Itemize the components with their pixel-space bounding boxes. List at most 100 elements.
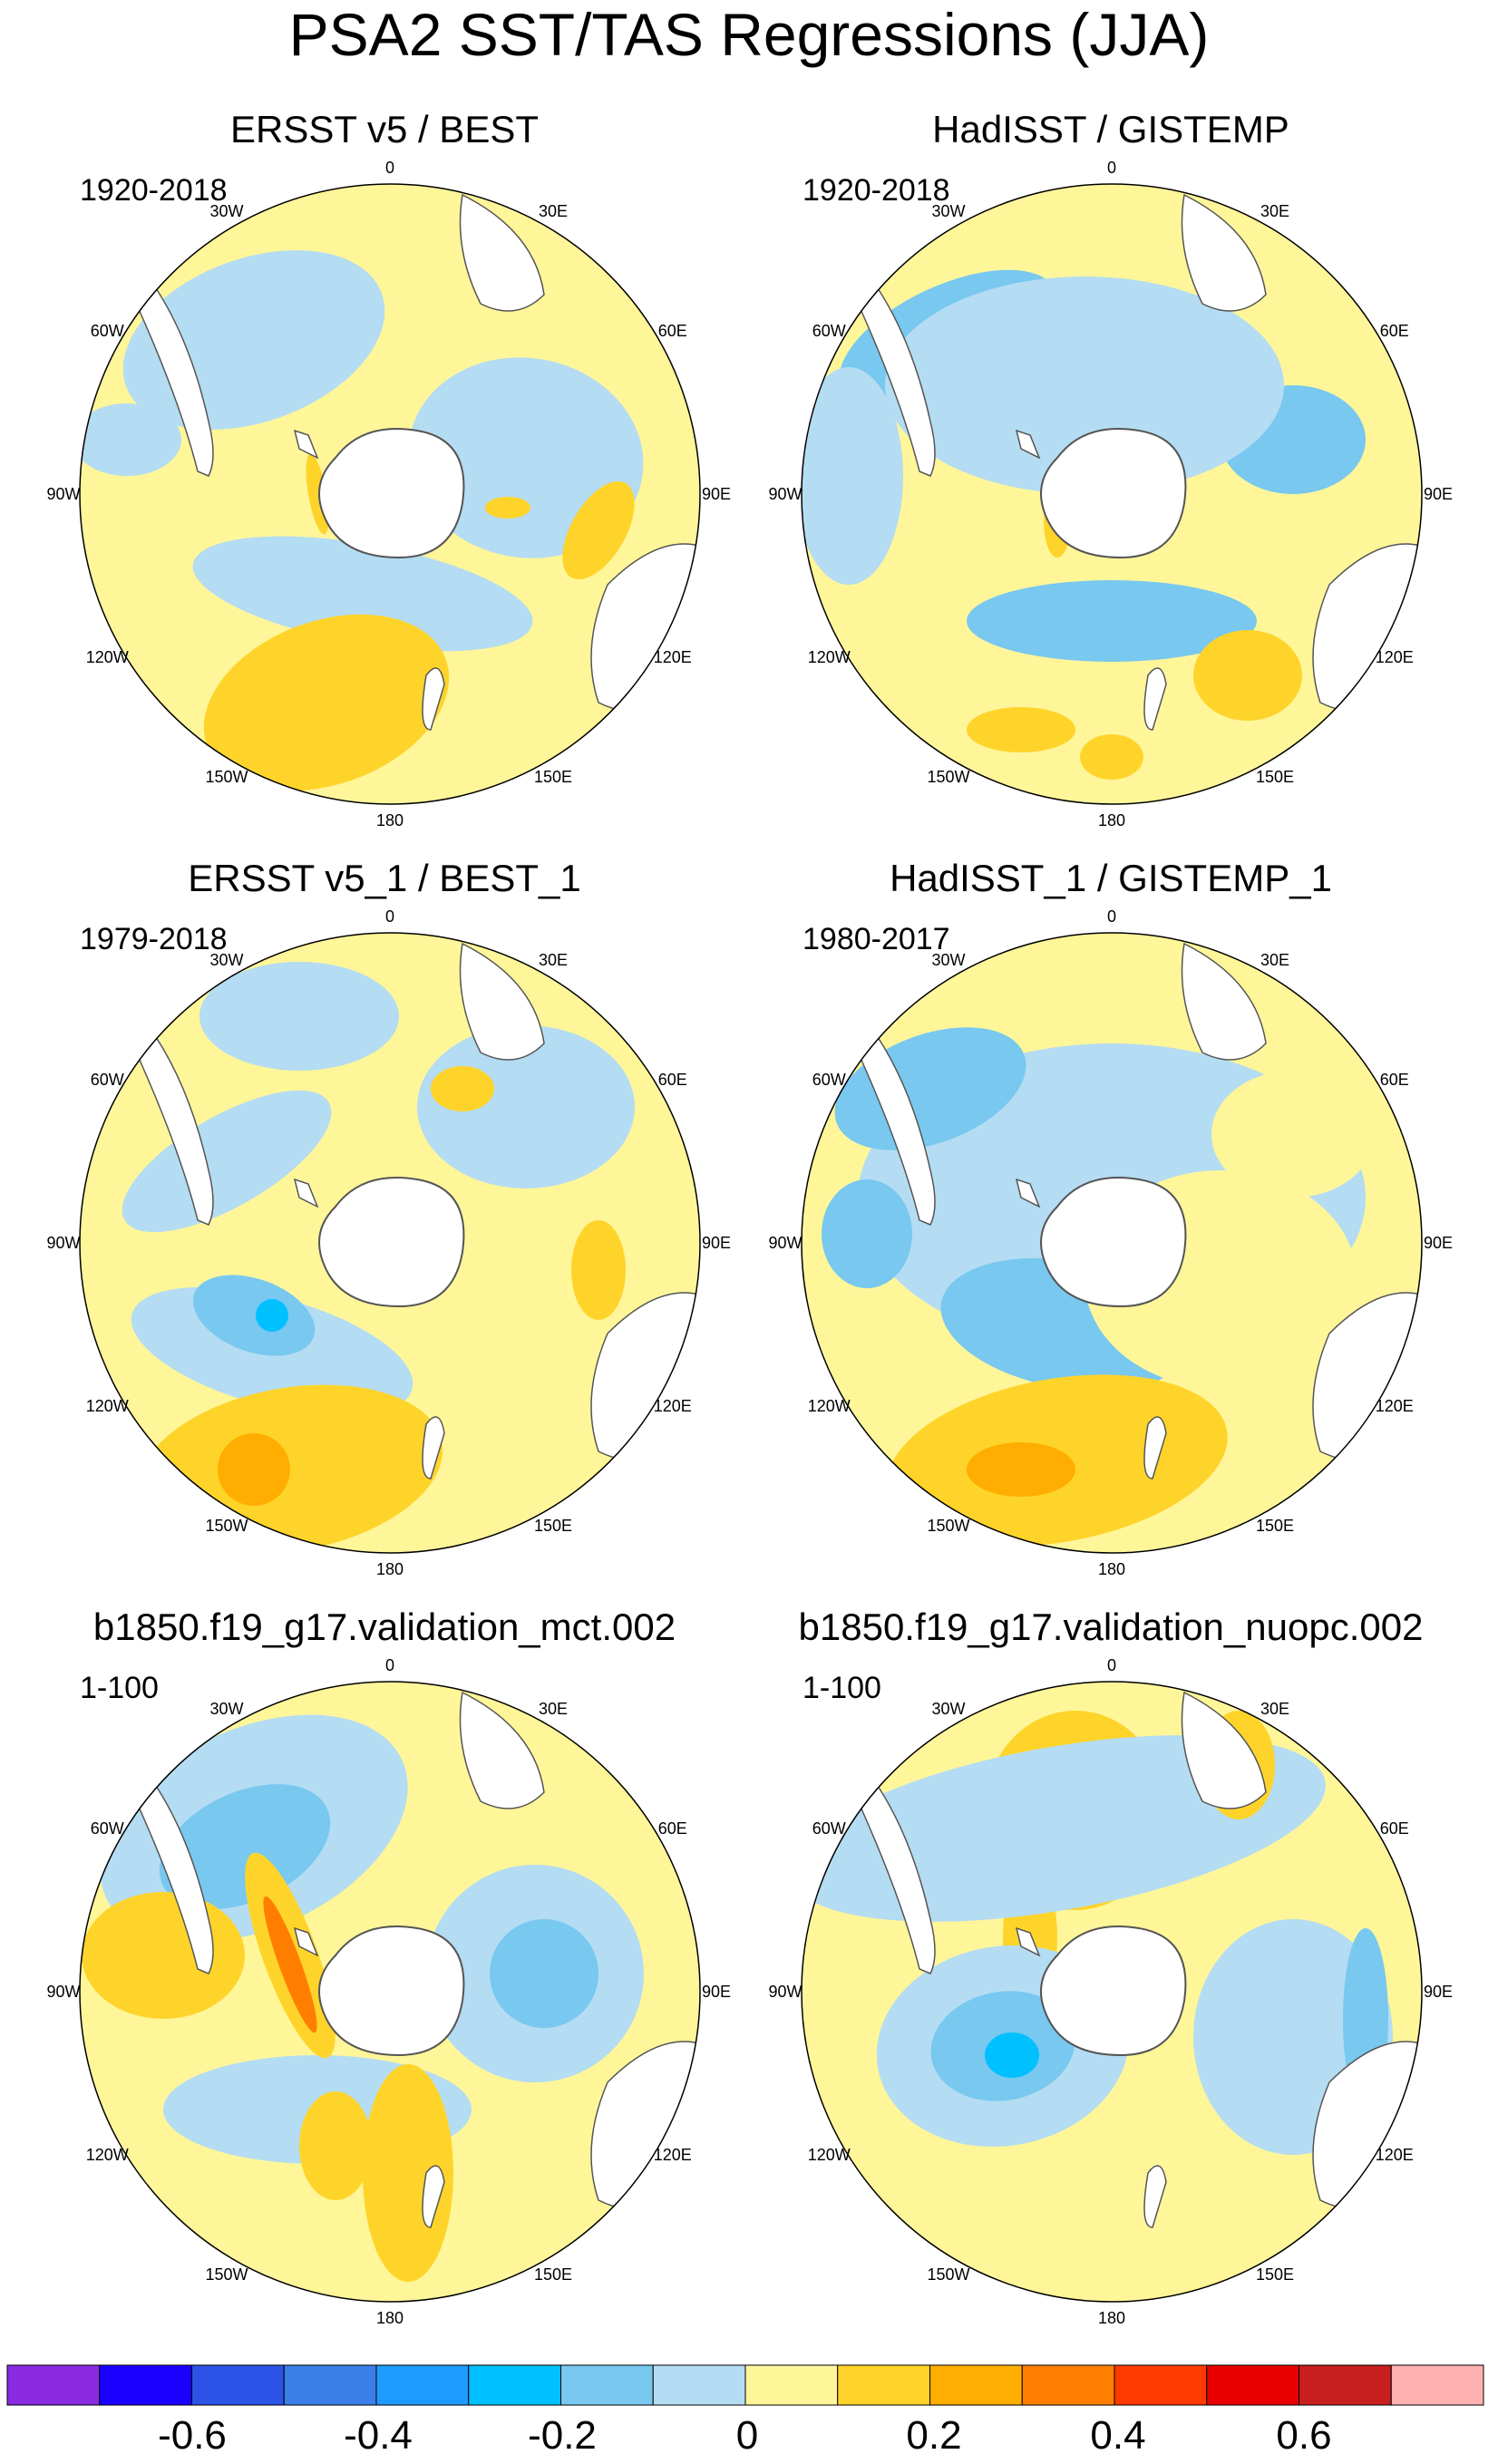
longitude-label: 120E (654, 1397, 692, 1415)
colorbar-swatch (468, 2364, 561, 2406)
longitude-label: 0 (1107, 907, 1116, 926)
sst-anomaly-region (967, 707, 1075, 752)
longitude-label: 150W (205, 2265, 248, 2284)
longitude-label: 30E (1260, 951, 1289, 969)
longitude-label: 90E (702, 1983, 731, 2001)
colorbar-swatch (1021, 2364, 1115, 2406)
longitude-label: 30E (539, 1700, 568, 1718)
longitude-label: 120W (808, 1397, 851, 1415)
longitude-label: 120E (1376, 648, 1414, 666)
colorbar-tick-label: 0.2 (906, 2413, 962, 2458)
panel-title-3: ERSST v5_1 / BEST_1 (188, 857, 581, 899)
longitude-label: 30E (539, 951, 568, 969)
longitude-label: 150W (927, 2265, 969, 2284)
longitude-label: 60E (1380, 1071, 1409, 1089)
antarctic-peninsula (293, 1926, 319, 1957)
longitude-label: 0 (1107, 1656, 1116, 1674)
longitude-label: 90E (1424, 485, 1453, 503)
colorbar-swatch (837, 2364, 930, 2406)
antarctic-peninsula (1015, 1926, 1041, 1957)
polar-map-panel-5: 0 30E 60E 90E 120E 150E 180 150W 120W 90W 60W 30W (46, 1656, 731, 2327)
colorbar-swatch (6, 2364, 101, 2406)
longitude-label: 0 (385, 1656, 394, 1674)
africa (1181, 942, 1267, 1061)
longitude-label: 90E (1424, 1983, 1453, 2001)
sst-anomaly-region (485, 497, 530, 519)
sst-anomaly-region (802, 1735, 1326, 1922)
panel-period-4: 1980-2017 (802, 922, 950, 956)
longitude-label: 90E (702, 485, 731, 503)
colorbar-swatch (560, 2364, 654, 2406)
longitude-label: 180 (1098, 2309, 1125, 2327)
longitude-label: 90W (46, 1234, 80, 1252)
longitude-label: 150W (927, 1517, 969, 1535)
longitude-label: 150E (534, 768, 572, 786)
longitude-label: 120W (86, 648, 129, 666)
longitude-label: 60E (1380, 1819, 1409, 1838)
sst-anomaly-region (263, 1896, 317, 2033)
colorbar-swatch (99, 2364, 192, 2406)
antarctica (1040, 1177, 1187, 1308)
sst-anomaly-region (1193, 630, 1302, 721)
south-america (133, 1781, 214, 1974)
sst-anomaly-region (1211, 1071, 1375, 1198)
antarctica (318, 1926, 465, 2057)
longitude-label: 120W (808, 2146, 851, 2164)
longitude-label: 180 (376, 1560, 404, 1578)
longitude-label: 30W (209, 1700, 243, 1718)
longitude-label: 150E (534, 1517, 572, 1535)
africa (1181, 193, 1267, 312)
longitude-label: 90W (46, 485, 80, 503)
colorbar-swatch (744, 2364, 839, 2406)
new-zealand (422, 667, 445, 731)
sst-anomaly-region (490, 1919, 598, 2028)
colorbar-swatch (1114, 2364, 1208, 2406)
panel-title-2: HadISST / GISTEMP (932, 108, 1289, 150)
panel-period-6: 1-100 (802, 1671, 881, 1705)
longitude-label: 30E (1260, 1700, 1289, 1718)
antarctic-peninsula (1015, 429, 1041, 460)
longitude-label: 90W (768, 1983, 802, 2001)
colorbar-tick-label: -0.2 (528, 2413, 597, 2458)
antarctica (1040, 428, 1187, 559)
sst-anomaly-region (885, 276, 1284, 494)
sst-anomaly-region (967, 1442, 1075, 1497)
colorbar-tick-label: 0 (735, 2413, 759, 2458)
new-zealand (422, 2165, 445, 2228)
south-america (133, 1033, 214, 1226)
colorbar-tick-label: -0.6 (158, 2413, 227, 2458)
sst-anomaly-region (218, 1433, 290, 1506)
colorbar-tick-label: -0.4 (344, 2413, 413, 2458)
panel-title-4: HadISST_1 / GISTEMP_1 (890, 857, 1332, 899)
longitude-label: 90W (46, 1983, 80, 2001)
longitude-label: 150E (1256, 1517, 1294, 1535)
longitude-label: 30W (931, 951, 965, 969)
sst-anomaly-region (802, 367, 903, 585)
longitude-label: 150E (1256, 2265, 1294, 2284)
longitude-label: 30E (539, 202, 568, 220)
longitude-label: 30W (209, 202, 243, 220)
antarctica (1040, 1926, 1187, 2057)
map-border (79, 183, 701, 805)
sst-anomaly-region (199, 962, 399, 1071)
colorbar-swatch (1206, 2364, 1299, 2406)
antarctica (318, 428, 465, 559)
longitude-label: 60W (812, 1071, 846, 1089)
polar-map-panel-3: 0 30E 60E 90E 120E 150E 180 150W 120W 90W 60W 30W (46, 907, 731, 1578)
sst-anomaly-region (192, 536, 533, 652)
longitude-label: 30E (1260, 202, 1289, 220)
new-zealand (422, 1416, 445, 1479)
map-border (801, 183, 1423, 805)
longitude-label: 60W (812, 1819, 846, 1838)
longitude-label: 120W (86, 1397, 129, 1415)
colorbar-swatch (191, 2364, 285, 2406)
sst-anomaly-region (967, 580, 1257, 662)
sst-anomaly-region (1080, 734, 1143, 780)
africa (459, 942, 545, 1061)
sst-anomaly-region (192, 1275, 316, 1356)
polar-map-panel-2: 0 30E 60E 90E 120E 150E 180 150W 120W 90W 60W 30W (768, 159, 1453, 829)
panel-period-5: 1-100 (80, 1671, 159, 1705)
south-america (855, 284, 936, 477)
